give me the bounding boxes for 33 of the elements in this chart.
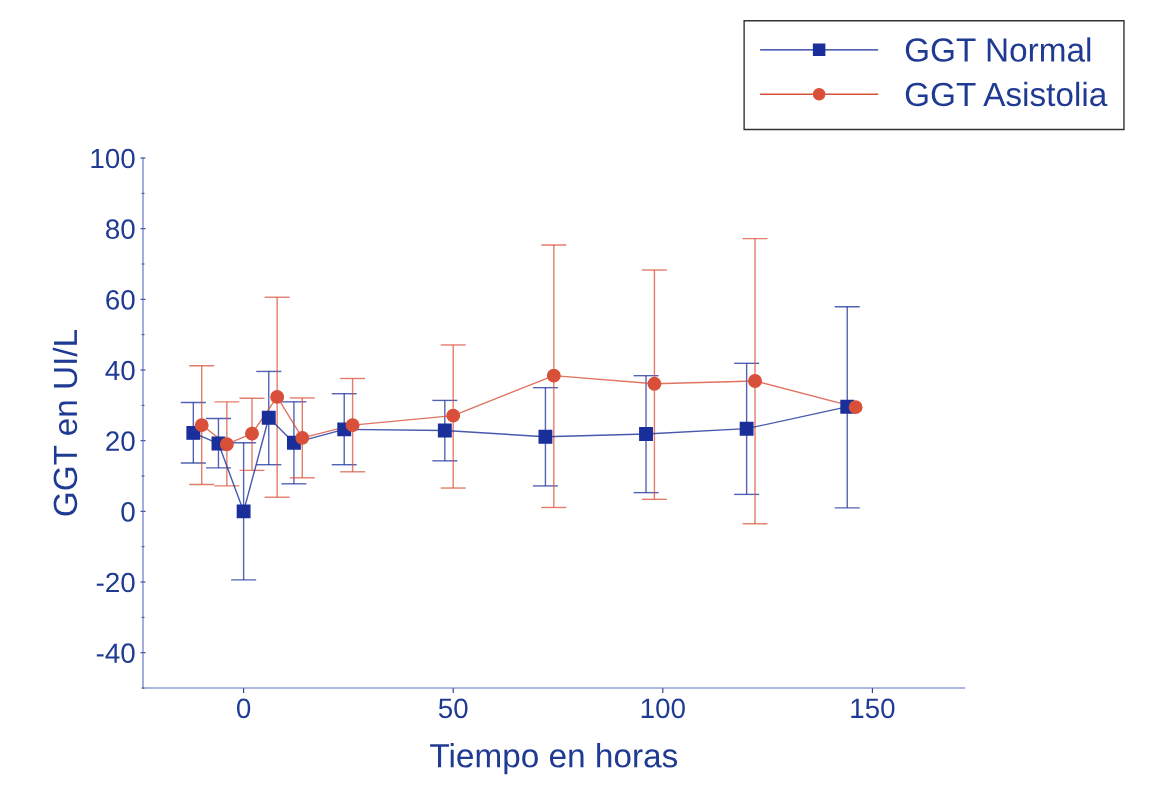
point <box>446 408 461 423</box>
y-tick-label: 60 <box>106 290 135 310</box>
point <box>546 368 561 383</box>
point <box>538 429 553 444</box>
y-tick-label: 100 <box>91 148 135 169</box>
x-tick-label: 0 <box>236 698 251 719</box>
x-tick-label: 150 <box>851 698 895 719</box>
point <box>848 400 863 415</box>
point <box>748 374 762 388</box>
legend-label: GGT Asistolia <box>905 81 1108 107</box>
point <box>739 421 754 436</box>
legend-label: GGT Normal <box>905 37 1091 62</box>
point <box>236 504 251 519</box>
point <box>647 376 662 391</box>
point <box>270 389 285 404</box>
point <box>219 437 234 452</box>
point <box>639 427 653 441</box>
point <box>261 410 276 425</box>
point <box>345 418 360 433</box>
y-tick-label: -40 <box>96 643 135 664</box>
y-tick-label: 20 <box>106 431 135 452</box>
x-axis-title: Tiempo en horas <box>430 743 678 775</box>
y-tick-label: 40 <box>105 360 135 381</box>
point <box>437 423 452 438</box>
x-tick-label: 50 <box>438 698 468 719</box>
point <box>194 418 209 433</box>
point <box>295 430 310 445</box>
x-tick-label: 100 <box>641 698 685 719</box>
y-axis-title: GGT en UI/L <box>52 329 78 516</box>
y-tick-label: 80 <box>106 219 135 240</box>
point <box>245 426 259 441</box>
y-tick-label: 0 <box>121 502 135 522</box>
y-tick-label: -20 <box>96 572 135 593</box>
